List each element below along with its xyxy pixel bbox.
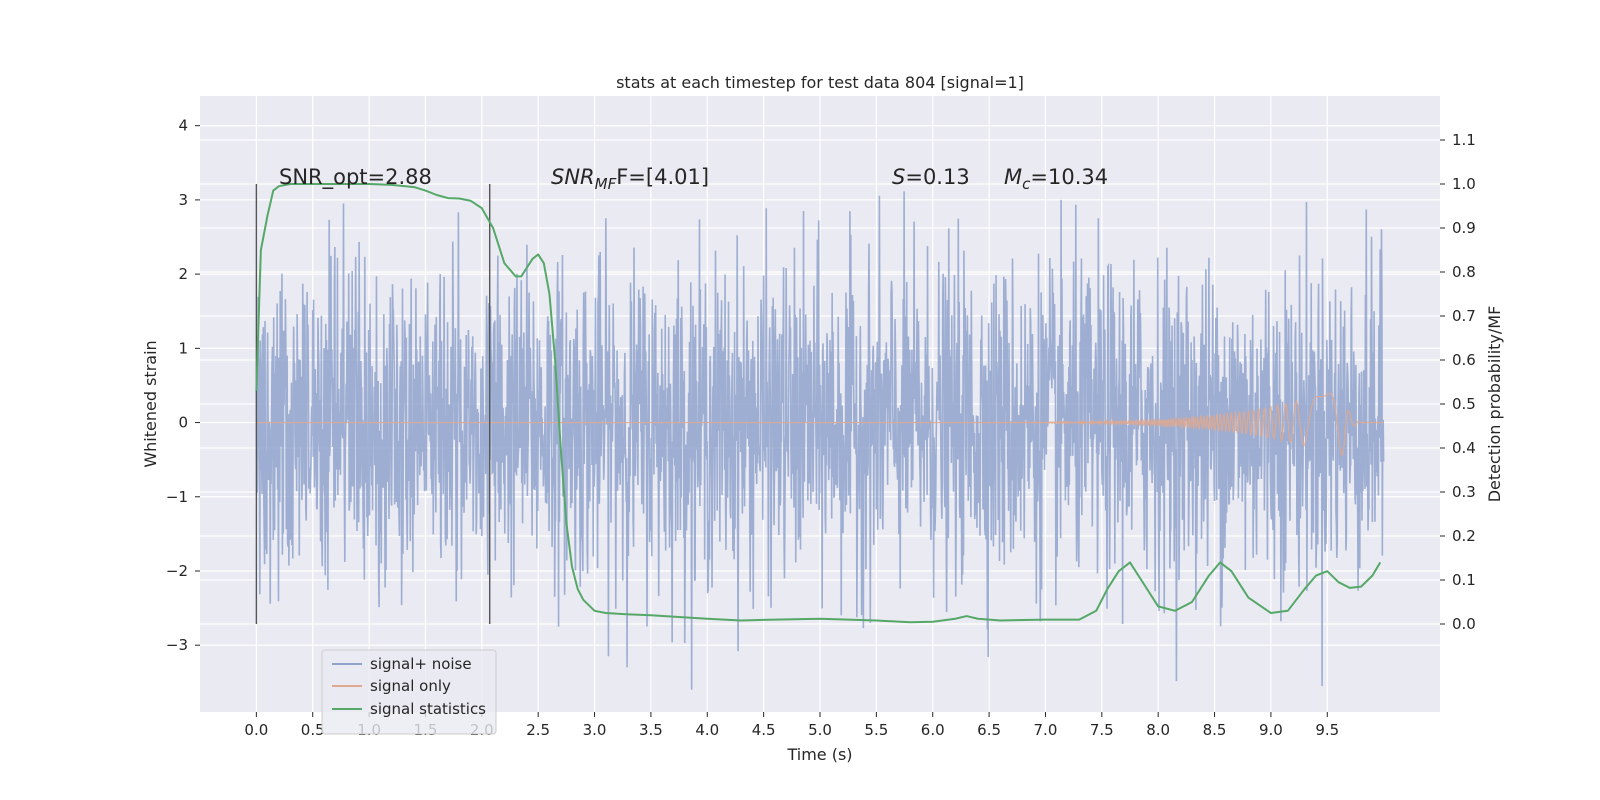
mc-name: M [1004, 165, 1022, 189]
y-left-tick-label: 0 [178, 414, 188, 432]
x-tick-label: 5.0 [808, 721, 832, 739]
y-left-tick-label: −1 [166, 488, 188, 506]
x-tick-label: 0.5 [301, 721, 325, 739]
y-right-tick-label: 1.1 [1452, 131, 1476, 149]
y-left-tick-label: −3 [166, 636, 188, 654]
y-right-tick-label: 0.6 [1452, 351, 1476, 369]
y-left-tick-label: −2 [166, 562, 188, 580]
s-name: S [892, 165, 905, 189]
x-tick-label: 3.0 [583, 721, 607, 739]
mc-subscript: c [1022, 175, 1031, 193]
y-left-tick-label: 4 [178, 117, 188, 135]
y-right-tick-label: 0.1 [1452, 571, 1476, 589]
y-right-tick-label: 0.5 [1452, 395, 1476, 413]
x-tick-label: 9.5 [1315, 721, 1339, 739]
legend-label-signal-only: signal only [370, 677, 451, 695]
x-tick-label: 7.0 [1034, 721, 1058, 739]
x-tick-label: 6.0 [921, 721, 945, 739]
y-axis-label-right: Detection probability/MF [1485, 306, 1504, 503]
x-tick-label: 9.0 [1259, 721, 1283, 739]
y-right-tick-label: 0.2 [1452, 527, 1476, 545]
x-tick-label: 5.5 [864, 721, 888, 739]
x-axis-label: Time (s) [786, 745, 852, 764]
legend-label-signal-statistics: signal statistics [370, 700, 486, 718]
chart-title: stats at each timestep for test data 804… [616, 73, 1024, 92]
signal-noise-line [255, 191, 1385, 690]
annotation-snr-opt: SNR_opt=2.88 [279, 165, 432, 190]
annotation-snr-mf: SNRMFF=[4.01] [551, 165, 709, 193]
x-tick-label: 4.5 [752, 721, 776, 739]
y-left-tick-label: 3 [178, 191, 188, 209]
y-right-tick-label: 0.7 [1452, 307, 1476, 325]
y-axis-label-left: Whitened strain [141, 340, 160, 467]
y-right-tick-label: 1.0 [1452, 175, 1476, 193]
y-left-tick-label: 1 [178, 339, 188, 357]
y-right-tick-label: 0.8 [1452, 263, 1476, 281]
plot-layer [255, 183, 1385, 690]
x-tick-label: 8.5 [1203, 721, 1227, 739]
mc-value: =10.34 [1030, 165, 1108, 189]
legend: signal+ noise signal only signal statist… [321, 649, 497, 735]
x-tick-label: 4.0 [695, 721, 719, 739]
y-right-tick-label: 0.3 [1452, 483, 1476, 501]
y-left-tick-label: 2 [178, 265, 188, 283]
x-tick-label: 2.5 [526, 721, 550, 739]
y-right-tick-label: 0.0 [1452, 615, 1476, 633]
x-tick-label: 6.5 [977, 721, 1001, 739]
snr-mf-subscript: MF [595, 175, 617, 193]
x-tick-label: 3.5 [639, 721, 663, 739]
legend-label-signal-noise: signal+ noise [370, 655, 472, 673]
y-right-tick-label: 0.4 [1452, 439, 1476, 457]
signal-statistics-line [255, 183, 1382, 624]
x-tick-label: 8.0 [1146, 721, 1170, 739]
y-right-tick-label: 0.9 [1452, 219, 1476, 237]
snr-mf-value: F=[4.01] [616, 165, 709, 189]
annotation-mc: Mc=10.34 [1004, 165, 1108, 193]
x-tick-label: 7.5 [1090, 721, 1114, 739]
x-tick-label: 0.0 [244, 721, 268, 739]
snr-mf-name: SNR [551, 165, 595, 189]
annotation-s: S=0.13 [892, 165, 970, 189]
legend-box [321, 649, 497, 735]
s-value: =0.13 [905, 165, 969, 189]
signal-only-line [256, 392, 1384, 456]
